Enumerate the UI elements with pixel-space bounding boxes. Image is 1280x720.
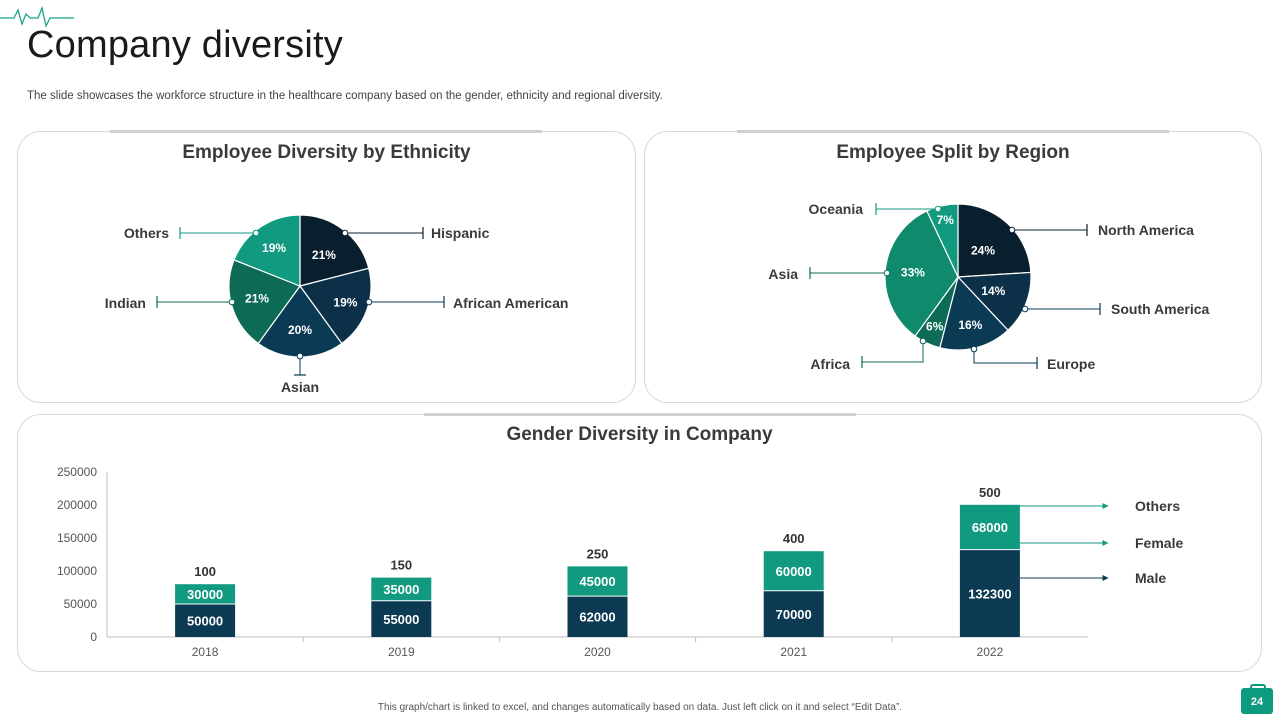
y-tick-label: 200000 bbox=[57, 498, 97, 512]
pie-category-label-south-america: South America bbox=[1111, 301, 1209, 317]
pie-slice-african-american[interactable] bbox=[298, 267, 372, 345]
pie-category-label-indian: Indian bbox=[105, 295, 146, 311]
bar-value-others-2020: 250 bbox=[587, 546, 609, 561]
gender-chart-title: Gender Diversity in Company bbox=[506, 424, 773, 445]
region-card: Employee Split by Region 24% North Americ… bbox=[644, 130, 1263, 404]
pie-category-label-europe: Europe bbox=[1047, 356, 1095, 372]
ethnicity-card: Employee Diversity by Ethnicity 21% Hispa… bbox=[17, 130, 637, 404]
pie-value-label-europe: 16% bbox=[958, 318, 982, 332]
bar-value-others-2019: 150 bbox=[390, 558, 412, 573]
x-tick-label-2022: 2022 bbox=[977, 645, 1004, 659]
gender-bar-chart[interactable]: 250000 200000 150000 100000 50000 0 50000 30000… bbox=[18, 415, 1263, 673]
y-tick-label: 100000 bbox=[57, 564, 97, 578]
bar-male-2020[interactable] bbox=[567, 596, 628, 637]
bar-value-male-2020: 62000 bbox=[579, 610, 615, 625]
pie-category-label-oceania: Oceania bbox=[809, 201, 864, 217]
ethnicity-pie-chart[interactable]: 21% Hispanic 19% African American 20% Asian 21… bbox=[18, 132, 637, 404]
pie-slice-others[interactable] bbox=[233, 214, 301, 287]
pie-slice-north-america[interactable] bbox=[957, 203, 1032, 278]
region-pie-chart[interactable]: 24% North America 14% South America 16% Europ… bbox=[645, 132, 1263, 404]
bar-female-2018[interactable] bbox=[175, 584, 236, 604]
y-tick-label: 150000 bbox=[57, 531, 97, 545]
pie-slice-asia[interactable] bbox=[884, 210, 959, 337]
bar-value-male-2018: 50000 bbox=[187, 614, 223, 629]
legend-label-others: Others bbox=[1135, 498, 1180, 514]
bar-value-female-2021: 60000 bbox=[776, 564, 812, 579]
y-tick-label: 50000 bbox=[64, 597, 98, 611]
pie-value-label-others: 19% bbox=[262, 241, 286, 255]
bar-female-2021[interactable] bbox=[763, 551, 824, 591]
pie-value-label-asian: 20% bbox=[288, 323, 312, 337]
pie-value-label-indian: 21% bbox=[245, 291, 269, 305]
card-top-accent bbox=[737, 130, 1169, 133]
pie-value-label-african-american: 19% bbox=[333, 295, 357, 309]
gender-card: Gender Diversity in Company 250000 200000… bbox=[17, 413, 1263, 673]
bar-value-others-2018: 100 bbox=[194, 564, 216, 579]
bar-value-male-2022: 132300 bbox=[968, 586, 1011, 601]
page-number-badge: 24 bbox=[1241, 684, 1273, 714]
pie-slice-hispanic[interactable] bbox=[299, 214, 370, 287]
callout-dot-north-america bbox=[1008, 226, 1016, 234]
callout-dot-africa bbox=[919, 337, 927, 345]
bar-value-male-2021: 70000 bbox=[776, 607, 812, 622]
callout-line-europe bbox=[973, 349, 1037, 364]
y-tick-label: 250000 bbox=[57, 465, 97, 479]
bar-female-2020[interactable] bbox=[567, 566, 628, 597]
callout-dot-oceania bbox=[934, 205, 942, 213]
callout-dot-hispanic bbox=[341, 229, 349, 237]
ethnicity-chart-title: Employee Diversity by Ethnicity bbox=[182, 142, 471, 163]
bar-value-others-2021: 400 bbox=[783, 531, 805, 546]
callout-dot-europe bbox=[970, 345, 978, 353]
pie-value-label-north-america: 24% bbox=[971, 243, 995, 257]
bar-male-2021[interactable] bbox=[763, 590, 824, 637]
y-tick-label: 0 bbox=[90, 630, 97, 644]
callout-dot-others bbox=[252, 229, 260, 237]
pie-category-label-asian: Asian bbox=[281, 379, 319, 395]
pie-value-label-oceania: 7% bbox=[937, 213, 955, 227]
pie-category-label-africa: Africa bbox=[810, 356, 850, 372]
pie-value-label-hispanic: 21% bbox=[312, 248, 336, 262]
bar-female-2022[interactable] bbox=[959, 504, 1020, 550]
callout-dot-indian bbox=[228, 298, 236, 306]
pie-value-label-africa: 6% bbox=[926, 320, 944, 334]
pie-slice-south-america[interactable] bbox=[956, 271, 1032, 332]
bar-value-male-2019: 55000 bbox=[383, 612, 419, 627]
bar-female-2019[interactable] bbox=[371, 577, 432, 601]
bar-value-female-2019: 35000 bbox=[383, 582, 419, 597]
page-subtitle: The slide showcases the workforce struct… bbox=[27, 90, 663, 102]
heartbeat-logo-icon bbox=[0, 5, 74, 28]
bar-male-2019[interactable] bbox=[371, 600, 432, 637]
x-tick-label-2020: 2020 bbox=[584, 645, 611, 659]
legend-label-female: Female bbox=[1135, 535, 1183, 551]
page-title: Company diversity bbox=[27, 24, 343, 66]
bar-value-female-2022: 68000 bbox=[972, 520, 1008, 535]
region-chart-title: Employee Split by Region bbox=[836, 142, 1070, 163]
bar-male-2018[interactable] bbox=[175, 604, 236, 637]
x-tick-label-2018: 2018 bbox=[192, 645, 219, 659]
pie-category-label-asia: Asia bbox=[768, 266, 798, 282]
pie-value-label-south-america: 14% bbox=[981, 284, 1005, 298]
pie-slice-indian[interactable] bbox=[228, 259, 301, 345]
callout-dot-asian bbox=[296, 352, 304, 360]
callout-dot-african-american bbox=[365, 298, 373, 306]
callout-dot-south-america bbox=[1021, 305, 1029, 313]
bar-value-others-2022: 500 bbox=[979, 485, 1001, 500]
pie-category-label-african-american: African American bbox=[453, 295, 568, 311]
pie-slice-oceania[interactable] bbox=[926, 203, 959, 278]
x-tick-label-2021: 2021 bbox=[780, 645, 807, 659]
card-top-accent bbox=[424, 413, 856, 416]
legend-label-male: Male bbox=[1135, 570, 1166, 586]
card-top-accent bbox=[110, 130, 542, 133]
pie-category-label-others: Others bbox=[124, 225, 169, 241]
bar-value-female-2018: 30000 bbox=[187, 587, 223, 602]
pie-category-label-hispanic: Hispanic bbox=[431, 225, 490, 241]
pie-value-label-asia: 33% bbox=[901, 266, 925, 280]
footer-note: This graph/chart is linked to excel, and… bbox=[377, 702, 903, 713]
x-tick-label-2019: 2019 bbox=[388, 645, 415, 659]
pie-category-label-north-america: North America bbox=[1098, 222, 1194, 238]
bar-male-2022[interactable] bbox=[959, 549, 1020, 637]
callout-line-africa bbox=[862, 341, 924, 363]
bar-value-female-2020: 45000 bbox=[579, 574, 615, 589]
callout-dot-asia bbox=[883, 269, 891, 277]
